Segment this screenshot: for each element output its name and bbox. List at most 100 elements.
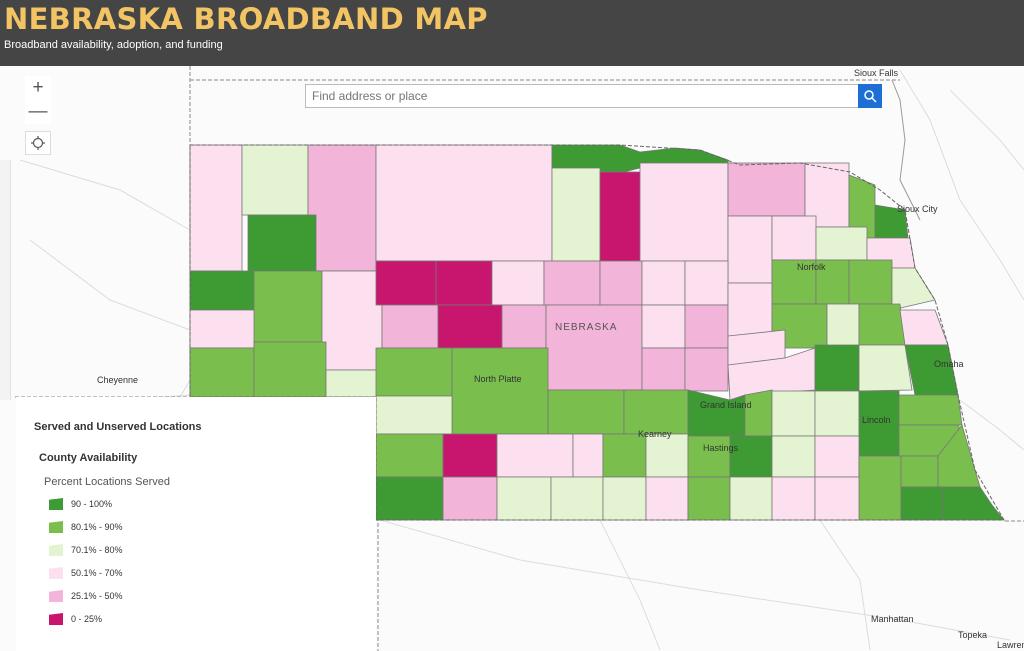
- nebraska-outline: [189, 144, 1005, 521]
- county: [645, 476, 689, 521]
- county: [899, 309, 949, 346]
- county: [189, 347, 255, 398]
- county: [900, 486, 944, 521]
- county: [247, 214, 317, 272]
- label-north-platte: North Platte: [474, 374, 522, 384]
- legend-label: 80.1% - 90%: [71, 522, 123, 532]
- label-grand-island: Grand Island: [700, 400, 752, 410]
- search-input[interactable]: [306, 85, 858, 107]
- county: [189, 144, 243, 272]
- county: [814, 390, 860, 437]
- legend-panel: Served and Unserved Locations County Ava…: [16, 397, 376, 651]
- county: [189, 270, 255, 311]
- county: [381, 304, 439, 349]
- county: [442, 433, 498, 478]
- county: [543, 260, 601, 306]
- county: [814, 476, 860, 521]
- app-header: NEBRASKA BROADBAND MAP Broadband availab…: [0, 0, 1024, 66]
- label-nebraska: NEBRASKA: [555, 322, 618, 333]
- county: [645, 433, 689, 478]
- county: [729, 476, 773, 521]
- legend-item: 50.1% - 70%: [49, 566, 123, 580]
- county: [321, 270, 383, 371]
- county: [639, 162, 729, 262]
- county: [858, 303, 906, 346]
- county: [858, 344, 913, 392]
- label-sioux-city: Sioux City: [897, 204, 938, 214]
- county: [942, 486, 1005, 521]
- county: [937, 424, 981, 488]
- zoom-in-button[interactable]: +: [25, 76, 51, 100]
- legend-label: 90 - 100%: [71, 499, 113, 509]
- county: [435, 260, 493, 306]
- county: [641, 260, 686, 306]
- legend-swatch: [49, 498, 63, 510]
- legend-swatch: [49, 590, 63, 602]
- map-canvas[interactable]: [0, 66, 1024, 651]
- county: [826, 303, 860, 349]
- legend-item: 90 - 100%: [49, 497, 112, 511]
- county: [253, 341, 327, 398]
- label-sioux-falls: Sioux Falls: [854, 68, 899, 78]
- county: [848, 259, 893, 305]
- locate-button[interactable]: [25, 131, 51, 155]
- legend-heading: Served and Unserved Locations: [34, 421, 202, 433]
- label-topeka: Topeka: [958, 630, 988, 640]
- county: [684, 347, 729, 392]
- river-boundary: [891, 79, 921, 221]
- county: [602, 476, 647, 521]
- crosshair-icon: [31, 136, 45, 150]
- label-hastings: Hastings: [703, 443, 739, 453]
- legend-label: 0 - 25%: [71, 614, 103, 624]
- county: [599, 260, 643, 306]
- county: [241, 144, 309, 216]
- app-title: NEBRASKA BROADBAND MAP: [4, 2, 488, 36]
- county: [814, 435, 860, 478]
- county: [491, 260, 545, 306]
- county: [727, 215, 773, 284]
- county-polygons[interactable]: [189, 144, 1005, 521]
- county: [375, 260, 437, 306]
- zoom-out-button[interactable]: —: [25, 100, 51, 124]
- county: [771, 259, 817, 305]
- legend-label: 50.1% - 70%: [71, 568, 123, 578]
- legend-item: 70.1% - 80%: [49, 543, 123, 557]
- county: [550, 476, 604, 521]
- legend-item: 0 - 25%: [49, 612, 102, 626]
- label-omaha: Omaha: [934, 359, 964, 369]
- side-panel-edge[interactable]: [0, 160, 11, 400]
- county: [727, 282, 773, 337]
- county: [771, 215, 817, 261]
- search-box: [305, 84, 859, 108]
- label-cheyenne: Cheyenne: [97, 375, 139, 385]
- county: [442, 476, 498, 521]
- county: [375, 395, 453, 435]
- county: [451, 347, 549, 435]
- legend-swatch: [49, 613, 63, 625]
- county: [602, 433, 647, 478]
- county: [551, 167, 601, 262]
- county: [307, 144, 377, 272]
- county: [891, 267, 936, 311]
- legend-layer-title: County Availability: [39, 452, 138, 464]
- county: [545, 304, 643, 391]
- county: [900, 455, 939, 488]
- county: [572, 433, 604, 478]
- search-button[interactable]: [858, 84, 882, 108]
- county: [771, 435, 816, 478]
- legend-swatch: [49, 544, 63, 556]
- county: [687, 476, 731, 521]
- county: [599, 171, 641, 262]
- county: [744, 389, 773, 437]
- county: [375, 433, 444, 478]
- county: [771, 476, 816, 521]
- county: [437, 304, 503, 349]
- county: [641, 347, 686, 392]
- label-norfolk: Norfolk: [797, 262, 826, 272]
- legend-item: 25.1% - 50%: [49, 589, 123, 603]
- app-subtitle: Broadband availability, adoption, and fu…: [4, 39, 223, 51]
- label-kearney: Kearney: [638, 429, 672, 439]
- county: [814, 344, 860, 392]
- county: [684, 304, 729, 349]
- county: [253, 270, 323, 343]
